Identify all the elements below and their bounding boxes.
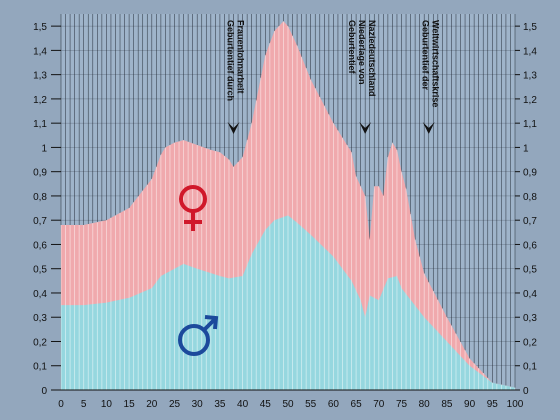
x-tick-label: 55 <box>305 399 317 410</box>
annotation-text: Geburtentief der <box>421 20 431 91</box>
x-tick-label: 40 <box>237 399 249 410</box>
annotation-arrow-icon <box>422 122 435 134</box>
male-symbol-icon <box>178 315 219 356</box>
annotations: Geburtentief durch Frauenlohnarbeit Geburt… <box>226 20 441 134</box>
x-tick-label: 80 <box>419 399 431 410</box>
x-tick-label: 90 <box>464 399 476 410</box>
y-tick-label-right: 1,3 <box>523 71 537 82</box>
x-tick-label: 65 <box>351 399 363 410</box>
x-tick-label: 50 <box>282 399 294 410</box>
x-tick-label: 85 <box>441 399 453 410</box>
y-tick-label-right: 0,6 <box>523 240 537 251</box>
x-tick-label: 70 <box>373 399 385 410</box>
y-tick-label-left: 0,8 <box>33 192 47 203</box>
x-tick-label: 10 <box>101 399 113 410</box>
y-tick-label-right: 0,8 <box>523 192 537 203</box>
x-tick-label: 25 <box>169 399 181 410</box>
y-tick-label-right: 0,9 <box>523 168 537 179</box>
x-tick-label: 45 <box>260 399 272 410</box>
y-tick-label-right: 0,4 <box>523 289 537 300</box>
y-tick-label-left: 0,1 <box>33 362 47 373</box>
y-tick-label-left: 1 <box>41 143 47 154</box>
annotation-arrow-icon <box>359 122 372 134</box>
y-tick-label-left: 0,2 <box>33 337 47 348</box>
x-tick-label: 20 <box>146 399 158 410</box>
x-tick-label: 75 <box>396 399 408 410</box>
y-tick-label-right: 1,5 <box>523 22 537 33</box>
y-tick-label-left: 1,5 <box>33 22 47 33</box>
x-tick-label: 30 <box>192 399 204 410</box>
x-tick-label: 60 <box>328 399 340 410</box>
x-tick-label: 0 <box>58 399 64 410</box>
y-tick-label-left: 1,4 <box>33 46 47 57</box>
annotation-text: Niederlage von <box>357 20 367 85</box>
y-tick-label-right: 1,2 <box>523 95 537 106</box>
female-symbol-icon <box>179 185 207 231</box>
x-tick-label: 95 <box>487 399 499 410</box>
y-tick-label-right: 1 <box>523 143 529 154</box>
y-tick-label-left: 0,4 <box>33 289 47 300</box>
y-tick-label-right: 0,5 <box>523 265 537 276</box>
y-tick-label-right: 1,4 <box>523 46 537 57</box>
x-tick-label: 35 <box>214 399 226 410</box>
y-tick-label-right: 0 <box>523 386 529 397</box>
annotation-arrow-icon <box>227 122 240 134</box>
annotation-text: Frauenlohnarbeit <box>236 20 246 94</box>
y-tick-label-left: 0,3 <box>33 313 47 324</box>
y-tick-label-left: 0 <box>41 386 47 397</box>
bar-dividers <box>60 21 516 390</box>
annotation-text: Geburtentief <box>347 20 357 75</box>
annotation-text: Geburtentief durch <box>226 20 236 101</box>
y-tick-label-left: 1,3 <box>33 71 47 82</box>
y-tick-label-right: 1,1 <box>523 119 537 130</box>
y-tick-label-right: 0,3 <box>523 313 537 324</box>
y-tick-label-left: 0,7 <box>33 216 47 227</box>
y-axis-left: 0 0,1 0,2 0,3 0,4 0,5 0,6 0,7 0,8 0,9 1 1,1 1,2 1,3 1,… <box>33 22 61 397</box>
x-axis: 0 5 10 15 20 25 30 35 40 45 50 55 60 65 70 75 80 85 90 95 10… <box>58 389 524 410</box>
y-axis-right: 0 0,1 0,2 0,3 0,4 0,5 0,6 0,7 0,8 0,9 1 1,1 1,2 1,3 1,… <box>515 22 537 397</box>
x-tick-label: 5 <box>81 399 87 410</box>
x-tick-label: 15 <box>124 399 136 410</box>
annotation-text: Weltwirtschaftskrise <box>431 20 441 107</box>
annotation-text: Naziedeutschland <box>367 20 377 97</box>
y-tick-label-left: 1,2 <box>33 95 47 106</box>
y-tick-label-left: 1,1 <box>33 119 47 130</box>
x-tick-label: 100 <box>507 399 524 410</box>
y-tick-label-right: 0,7 <box>523 216 537 227</box>
y-tick-label-right: 0,2 <box>523 337 537 348</box>
y-tick-label-left: 0,9 <box>33 168 47 179</box>
y-tick-label-left: 0,5 <box>33 265 47 276</box>
y-tick-label-right: 0,1 <box>523 362 537 373</box>
y-tick-label-left: 0,6 <box>33 240 47 251</box>
